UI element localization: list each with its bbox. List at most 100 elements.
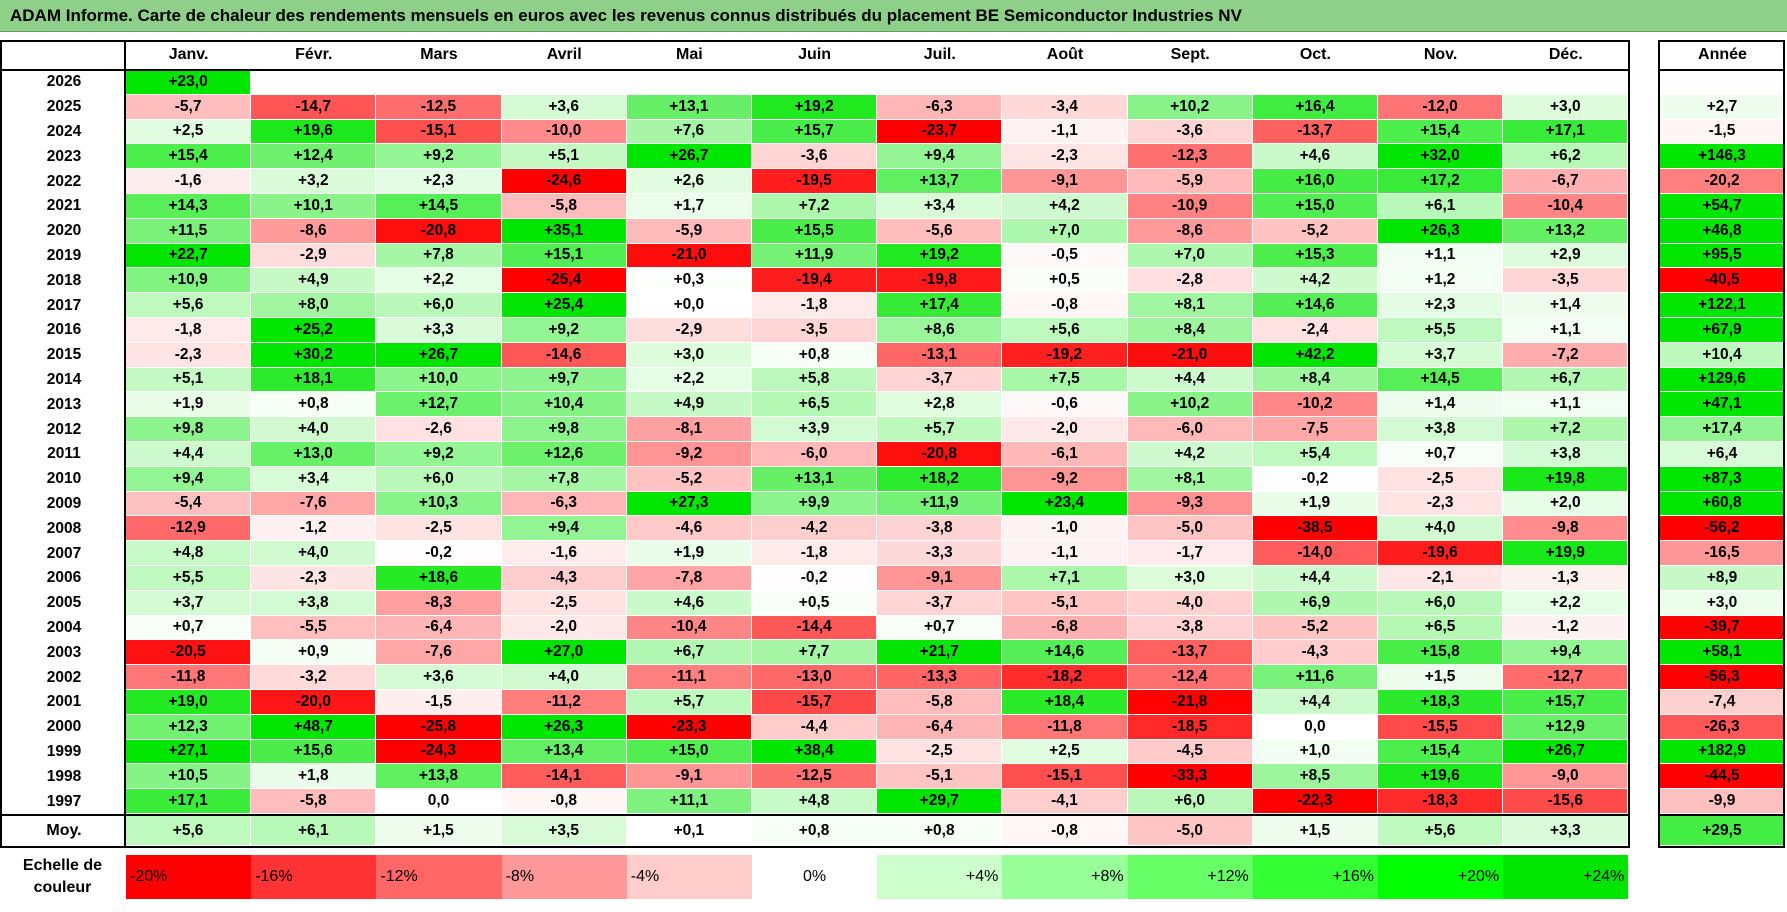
heatmap-cell: +2,2	[626, 367, 752, 393]
annual-cell: +6,4	[1660, 442, 1785, 467]
heatmap-cell	[1127, 70, 1253, 95]
color-scale-stop: -12%	[376, 855, 502, 899]
heatmap-cell: -10,9	[1127, 194, 1253, 219]
heatmap-cell	[877, 70, 1003, 95]
heatmap-cell: -1,3	[1503, 566, 1629, 591]
heatmap-cell: -9,1	[626, 764, 752, 790]
heatmap-cell: +4,6	[1252, 144, 1378, 170]
average-cell: +5,6	[1378, 816, 1504, 846]
heatmap-cell: -14,6	[501, 342, 627, 368]
heatmap-cell: +2,5	[126, 119, 252, 145]
heatmap-cell: -2,3	[126, 342, 252, 368]
heatmap-cell: -5,2	[1252, 218, 1378, 244]
heatmap-cell: +9,4	[501, 516, 627, 542]
heatmap-cell: +0,7	[126, 615, 252, 641]
heatmap-cell: -11,2	[501, 690, 627, 715]
heatmap-cell: +2,6	[626, 169, 752, 194]
annual-cell: -20,2	[1660, 169, 1785, 194]
heatmap-cell: +1,9	[1252, 491, 1378, 517]
heatmap-cell: -5,4	[126, 491, 252, 517]
year-label: 2001	[2, 690, 126, 715]
heatmap-cell: -12,3	[1127, 144, 1253, 170]
average-cell: +0,8	[752, 816, 878, 846]
heatmap-cell: +1,2	[1378, 268, 1504, 294]
heatmap-cell: +15,6	[251, 739, 377, 765]
heatmap-cell: -9,1	[877, 566, 1003, 591]
heatmap-cell: -12,4	[1127, 665, 1253, 690]
month-header: Janv.	[126, 40, 252, 70]
heatmap-cell: +14,6	[1002, 640, 1128, 666]
heatmap-cell: -38,5	[1252, 516, 1378, 542]
heatmap-cell: -13,3	[877, 665, 1003, 690]
heatmap-cell: -1,6	[126, 169, 252, 194]
annual-cell: -40,5	[1660, 268, 1785, 294]
heatmap-cell: -19,8	[877, 268, 1003, 294]
heatmap-cell: +0,7	[877, 615, 1003, 641]
heatmap-cell: -23,7	[877, 119, 1003, 145]
heatmap-cell	[1252, 70, 1378, 95]
heatmap-cell: +3,8	[251, 590, 377, 616]
heatmap-cell: +4,0	[251, 417, 377, 442]
heatmap-cell: -13,7	[1127, 640, 1253, 666]
heatmap-cell: +13,0	[251, 442, 377, 467]
heatmap-cell: +26,7	[376, 342, 502, 368]
heatmap-cell: +4,8	[126, 541, 252, 566]
annual-cell: -44,5	[1660, 764, 1785, 790]
month-header: Avril	[501, 40, 627, 70]
heatmap-cell: +19,6	[251, 119, 377, 145]
annual-cell: +17,4	[1660, 417, 1785, 442]
color-scale-stop: +8%	[1002, 855, 1128, 899]
heatmap-cell: -4,5	[1127, 739, 1253, 765]
year-label: 2003	[2, 640, 126, 666]
heatmap-cell: -2,5	[1378, 466, 1504, 492]
year-label: 1997	[2, 789, 126, 814]
heatmap-cell: -1,1	[1002, 119, 1128, 145]
heatmap-cell: +19,2	[752, 94, 878, 120]
annual-cell: +122,1	[1660, 293, 1785, 318]
heatmap-cell: +9,8	[126, 417, 252, 442]
heatmap-cell: +12,6	[501, 442, 627, 467]
annual-cell: -7,4	[1660, 690, 1785, 715]
color-scale-stop: +20%	[1378, 855, 1504, 899]
heatmap-cell: +19,6	[1378, 764, 1504, 790]
heatmap-cell: -33,3	[1127, 764, 1253, 790]
heatmap-cell	[501, 70, 627, 95]
heatmap-cell: +12,9	[1503, 714, 1629, 740]
heatmap-cell: +3,9	[752, 417, 878, 442]
month-header: Juin	[752, 40, 878, 70]
heatmap-cell: -7,2	[1503, 342, 1629, 368]
heatmap-cell: -5,9	[626, 218, 752, 244]
heatmap-cell: -23,3	[626, 714, 752, 740]
heatmap-cell: -10,0	[501, 119, 627, 145]
heatmap-cell: +7,8	[376, 243, 502, 269]
heatmap-cell: +25,4	[501, 293, 627, 318]
heatmap-cell: +8,6	[877, 318, 1003, 343]
year-label: 2026	[2, 70, 126, 95]
heatmap-cell: -22,3	[1252, 789, 1378, 814]
heatmap-cell: -15,1	[376, 119, 502, 145]
heatmap-cell: -19,4	[752, 268, 878, 294]
heatmap-cell: +4,9	[626, 392, 752, 418]
heatmap-cell: -3,5	[1503, 268, 1629, 294]
heatmap-cell: +3,7	[1378, 342, 1504, 368]
year-label: 2020	[2, 218, 126, 244]
heatmap-cell: +4,0	[251, 541, 377, 566]
average-cell: +0,1	[626, 816, 752, 846]
year-label: 2004	[2, 615, 126, 641]
heatmap-cell: -4,3	[501, 566, 627, 591]
heatmap-cell: -2,9	[251, 243, 377, 269]
heatmap-cell: +15,3	[1252, 243, 1378, 269]
heatmap-cell: -2,9	[626, 318, 752, 343]
heatmap-cell: +27,0	[501, 640, 627, 666]
heatmap-cell: -5,6	[877, 218, 1003, 244]
annual-cell: +58,1	[1660, 640, 1785, 666]
heatmap-cell: -19,5	[752, 169, 878, 194]
heatmap-cell: +18,1	[251, 367, 377, 393]
heatmap-cell: +0,0	[626, 293, 752, 318]
month-header: Mai	[626, 40, 752, 70]
heatmap-cell: -18,3	[1378, 789, 1504, 814]
color-scale-stop: -4%	[626, 855, 752, 899]
year-column-divider	[124, 40, 126, 848]
heatmap-cell: -8,6	[251, 218, 377, 244]
heatmap-cell: +11,1	[626, 789, 752, 814]
